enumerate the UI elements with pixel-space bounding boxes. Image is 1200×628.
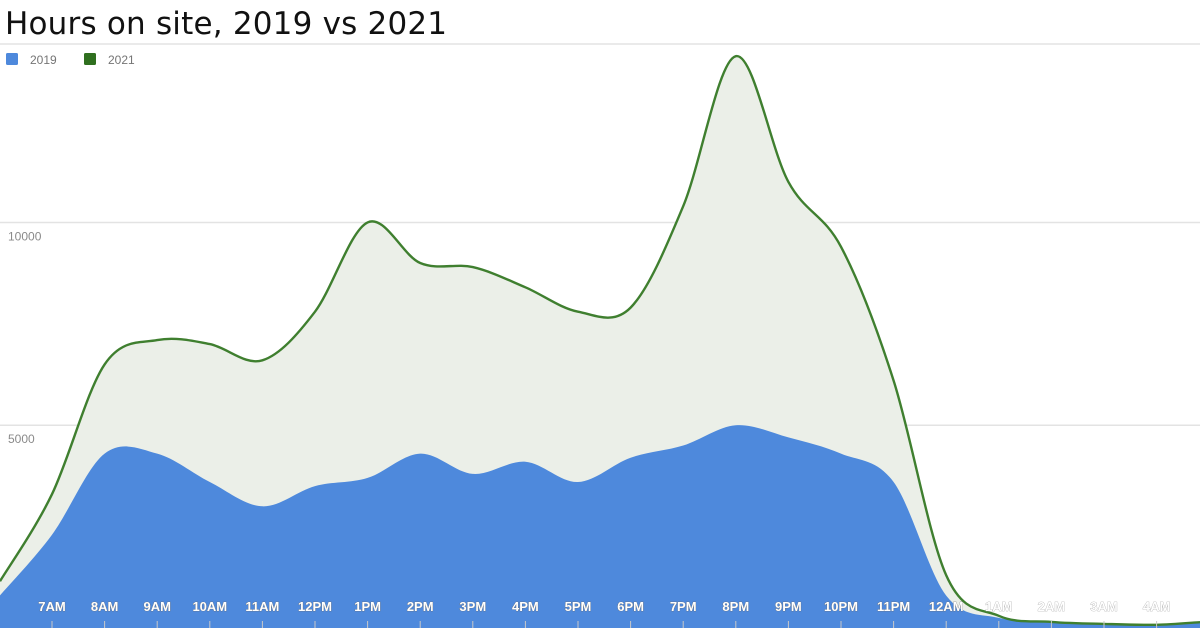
series-2019-area — [0, 425, 1200, 628]
series-areas — [0, 55, 1200, 628]
x-tick-label: 10AM — [192, 599, 227, 614]
x-tick-label: 10PM — [824, 599, 858, 614]
x-tick-label: 11PM — [877, 599, 910, 614]
x-tick-label: 3PM — [459, 599, 486, 614]
x-tick-label: 4PM — [512, 599, 539, 614]
y-axis-ticks: 5000 10000 — [8, 229, 42, 446]
x-tick-label: 3AM — [1090, 599, 1117, 614]
legend-item-2021[interactable]: 2021 — [84, 53, 135, 67]
x-tick-label: 9PM — [775, 599, 802, 614]
y-tick-label: 10000 — [8, 229, 42, 243]
x-tick-label: 1PM — [354, 599, 381, 614]
x-tick-label: 1AM — [985, 599, 1012, 614]
x-tick-label: 7PM — [670, 599, 697, 614]
x-axis-ticks: 7AM 8AM 9AM 10AM 11AM 12PM 1PM 2PM 3PM 4PM 5PM 6PM 7… — [38, 599, 1171, 628]
series-2021-area — [0, 56, 1200, 628]
x-tick-label: 2PM — [407, 599, 434, 614]
x-tick-label: 6PM — [617, 599, 644, 614]
legend-swatch — [6, 53, 18, 65]
chart-title: Hours on site, 2019 vs 2021 — [5, 6, 448, 42]
x-tick-label: 11AM — [245, 599, 279, 614]
x-tick-label: 2AM — [1038, 599, 1065, 614]
series-2021-line — [0, 55, 1200, 627]
legend-label: 2021 — [108, 53, 135, 67]
x-tick-label: 8PM — [722, 599, 749, 614]
legend-item-2019[interactable]: 2019 — [6, 53, 57, 67]
x-tick-label: 5PM — [565, 599, 592, 614]
x-tick-label: 4AM — [1143, 599, 1170, 614]
x-tick-label: 12AM — [929, 599, 964, 614]
y-tick-label: 5000 — [8, 432, 35, 446]
x-tick-label: 7AM — [38, 599, 65, 614]
legend-label: 2019 — [30, 53, 57, 67]
legend-swatch — [84, 53, 96, 65]
x-tick-label: 8AM — [91, 599, 118, 614]
x-tick-label: 12PM — [298, 599, 332, 614]
legend[interactable]: 2019 2021 — [6, 53, 135, 67]
x-tick-label: 9AM — [143, 599, 170, 614]
